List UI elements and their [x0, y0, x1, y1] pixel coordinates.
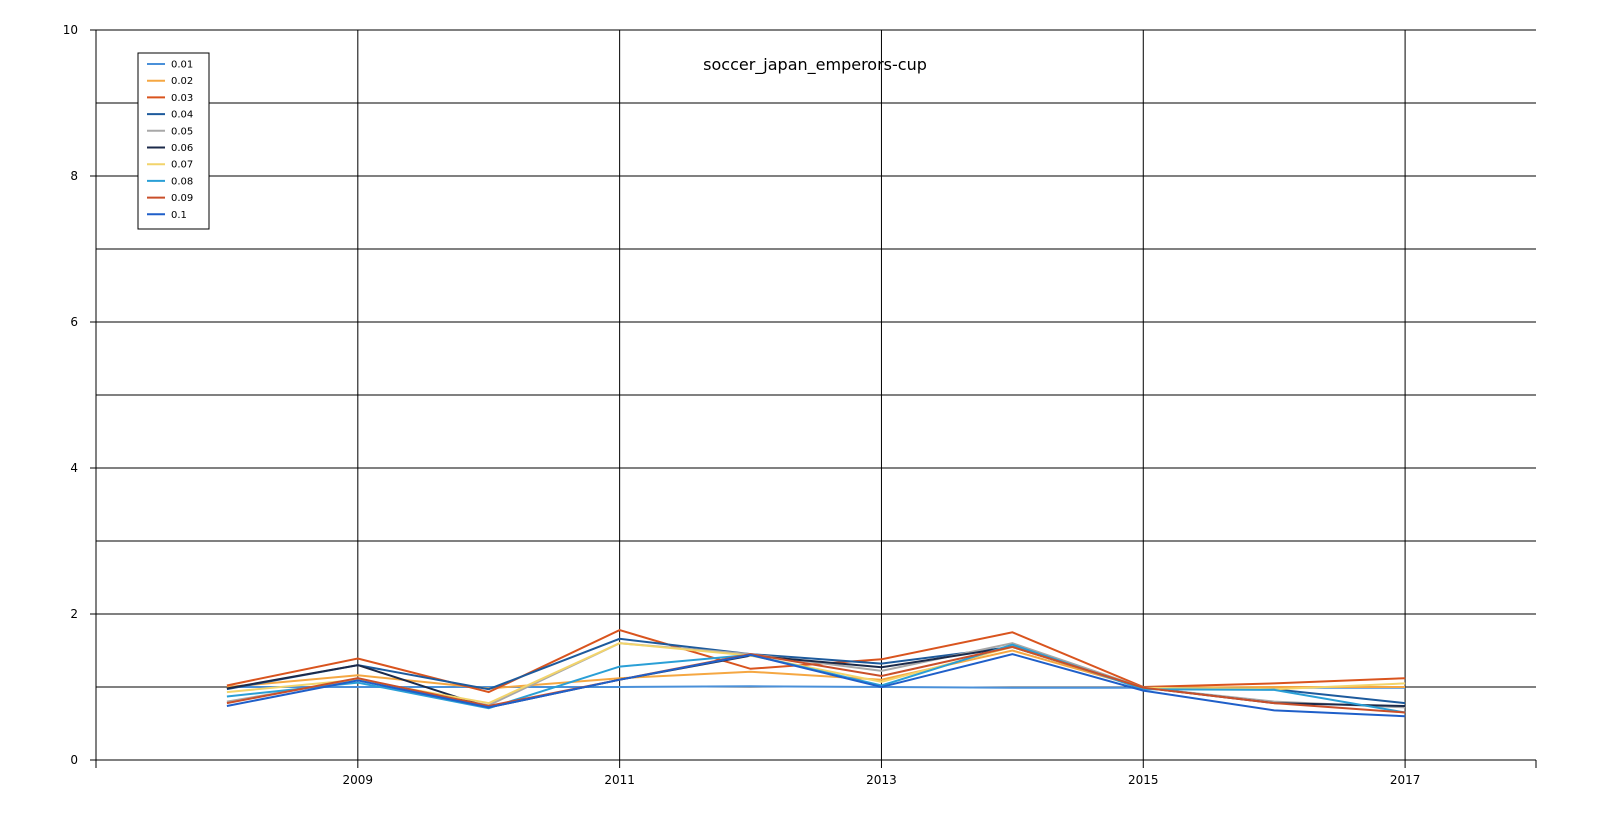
y-tick-label: 2 [70, 607, 78, 621]
y-tick-label: 0 [70, 753, 78, 767]
legend-label: 0.03 [171, 93, 193, 104]
legend-label: 0.01 [171, 60, 193, 71]
x-tick-label: 2015 [1128, 773, 1159, 787]
legend-label: 0.06 [171, 143, 193, 154]
legend-label: 0.05 [171, 126, 193, 137]
legend-label: 0.07 [171, 160, 193, 171]
legend-label: 0.04 [171, 110, 193, 121]
legend-box [137, 52, 210, 230]
y-tick-label: 8 [70, 169, 78, 183]
x-axis-ticks: 2009 2011 2013 2015 2017 [343, 760, 1537, 787]
x-tick-label: 2009 [343, 773, 374, 787]
y-tick-label: 4 [70, 461, 78, 475]
y-axis-ticks: 0 2 4 6 8 10 [63, 23, 96, 767]
chart-title: soccer_japan_emperors-cup [703, 55, 927, 75]
y-tick-label: 10 [63, 23, 78, 37]
series-line-0.09 [226, 645, 1406, 714]
legend-label: 0.02 [171, 76, 193, 87]
series-line-0.1 [226, 653, 1406, 718]
legend: 0.01 0.02 0.03 0.04 0.05 0.06 0.07 0.08 0.09 0.1 [137, 52, 210, 230]
legend-label: 0.08 [171, 176, 193, 187]
x-tick-label: 2011 [604, 773, 635, 787]
series-lines [226, 629, 1406, 718]
x-tick-label: 2017 [1390, 773, 1421, 787]
y-tick-label: 6 [70, 315, 78, 329]
series-line-0.02 [226, 649, 1406, 690]
legend-label: 0.09 [171, 193, 193, 204]
series-line-0.08 [226, 643, 1406, 714]
grid-lines [96, 29, 1536, 760]
x-tick-label: 2013 [866, 773, 897, 787]
axes [90, 30, 1536, 768]
legend-label: 0.1 [171, 210, 187, 221]
